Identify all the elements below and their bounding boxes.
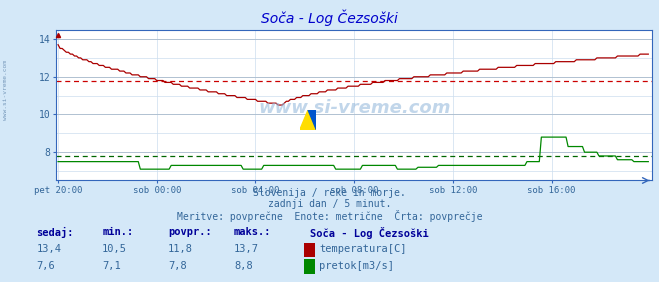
Text: 13,7: 13,7: [234, 244, 259, 254]
Text: sedaj:: sedaj:: [36, 227, 74, 238]
Text: www.si-vreme.com: www.si-vreme.com: [258, 99, 451, 117]
Text: 10,5: 10,5: [102, 244, 127, 254]
Text: 7,1: 7,1: [102, 261, 121, 271]
Polygon shape: [300, 110, 316, 130]
Text: zadnji dan / 5 minut.: zadnji dan / 5 minut.: [268, 199, 391, 209]
Polygon shape: [308, 110, 316, 130]
Text: Meritve: povprečne  Enote: metrične  Črta: povprečje: Meritve: povprečne Enote: metrične Črta:…: [177, 210, 482, 222]
Text: www.si-vreme.com: www.si-vreme.com: [3, 60, 8, 120]
Text: Soča - Log Čezsoški: Soča - Log Čezsoški: [261, 10, 398, 27]
Text: Soča - Log Čezsoški: Soča - Log Čezsoški: [310, 227, 428, 239]
Text: pretok[m3/s]: pretok[m3/s]: [319, 261, 394, 271]
Text: 13,4: 13,4: [36, 244, 61, 254]
Text: 7,8: 7,8: [168, 261, 186, 271]
Text: povpr.:: povpr.:: [168, 227, 212, 237]
Text: 8,8: 8,8: [234, 261, 252, 271]
Text: maks.:: maks.:: [234, 227, 272, 237]
Text: temperatura[C]: temperatura[C]: [319, 244, 407, 254]
Text: 7,6: 7,6: [36, 261, 55, 271]
Text: min.:: min.:: [102, 227, 133, 237]
Text: 11,8: 11,8: [168, 244, 193, 254]
Text: Slovenija / reke in morje.: Slovenija / reke in morje.: [253, 188, 406, 197]
